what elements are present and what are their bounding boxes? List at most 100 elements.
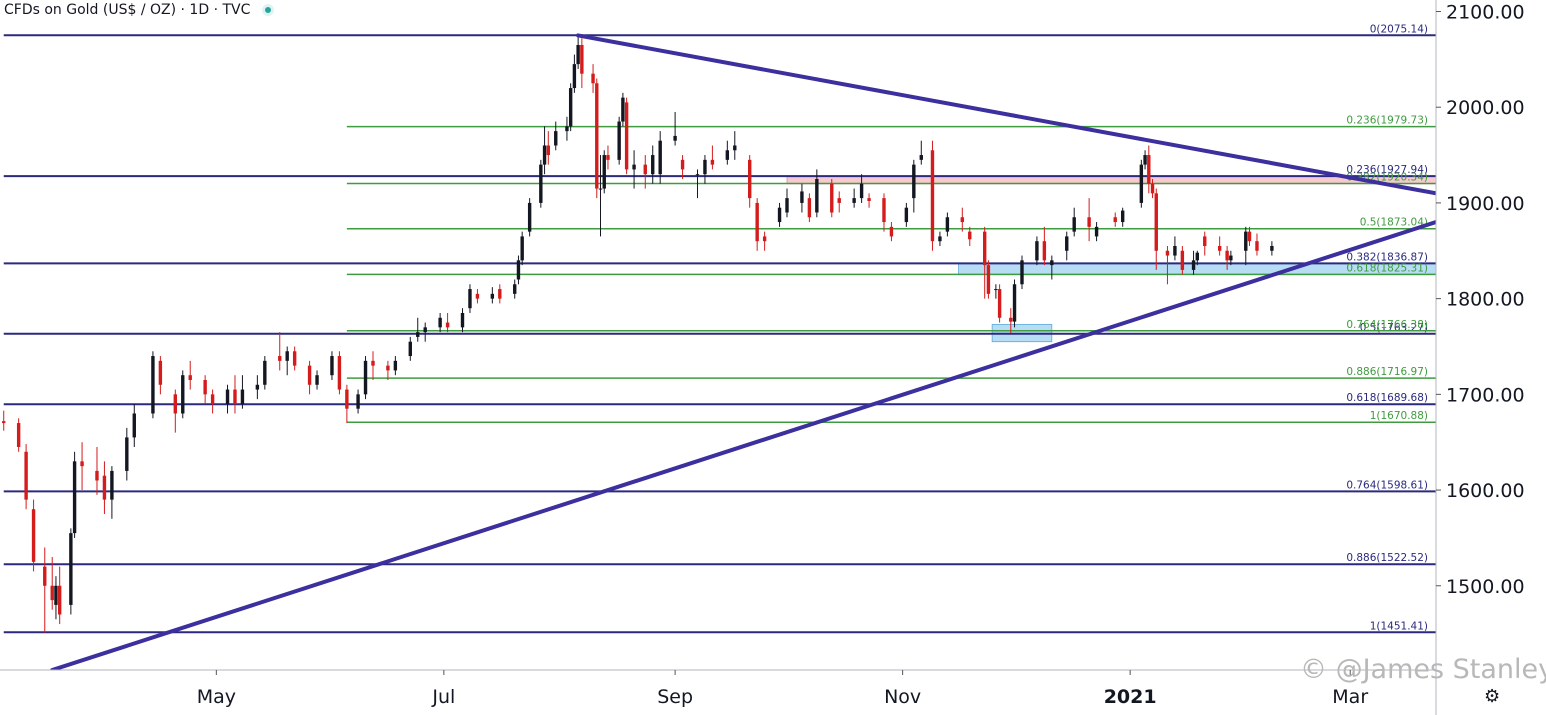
price-tick-label: 1700.00 [1446,384,1525,406]
candle-body [1165,250,1170,256]
candle-body [132,413,136,438]
candle-body [203,379,207,395]
candle-body [606,155,610,160]
fib-label: 0.618(1825.31) [1346,262,1428,274]
candle-body [513,284,517,294]
candle-body [1270,245,1274,251]
time-tick-label: Mar [1332,686,1368,708]
candle-body [520,236,524,261]
candle-body [576,44,580,65]
candle-body [24,451,28,500]
candle-body [1120,210,1125,223]
candle-body [516,260,521,280]
candle-body [1042,241,1047,261]
candle-body [1143,155,1147,165]
candle-body [762,236,767,242]
candle-body [889,226,894,237]
price-tick-label: 1500.00 [1446,576,1525,598]
gear-icon[interactable]: ⚙ [1484,686,1501,707]
candle-body [859,183,864,199]
candle-body [188,375,192,380]
candle-body [591,73,595,84]
candle-body [69,533,73,605]
trendline [576,33,1436,196]
symbol-title[interactable]: CFDs on Gold (US$ / OZ) · 1D · TVC [4,2,251,18]
time-tick-label: Sep [657,686,693,708]
candle-body [807,198,812,218]
candle-body [617,121,621,160]
candle-body [658,140,662,175]
candle-body [110,470,114,500]
candle-body [710,159,715,165]
price-tick-label: 2100.00 [1446,1,1525,23]
candle-body [1139,164,1144,203]
candle-body [1087,217,1091,227]
candle-body [363,360,368,395]
candle-body [912,164,916,199]
candle-body [1180,250,1185,270]
candle-body [904,207,909,223]
candle-body [1255,241,1259,251]
candle-body [733,145,737,151]
candle-body [960,217,965,223]
candle-body [31,509,36,562]
candle-body [830,183,834,213]
candle-body [852,198,856,203]
candle-body [57,585,62,615]
candle-body [490,293,495,299]
candle-body [181,375,185,414]
candle-body [337,356,342,390]
candle-body [95,470,99,481]
candle-body [173,394,178,414]
candle-body [938,236,942,242]
time-tick-label: Nov [884,686,921,708]
fib-label: 0.618(1689.68) [1346,392,1428,404]
candle-body [1150,183,1155,194]
candle-body [125,437,129,471]
candle-body [997,289,1002,318]
candle-body [423,327,427,333]
candle-body [1203,236,1207,246]
candle-body [982,231,987,266]
candle-body [1072,217,1076,232]
candle-body [292,351,297,366]
candle-body [72,461,77,534]
candle-body [102,475,107,500]
candle-body [1009,317,1013,322]
fib-label: 0.886(1716.97) [1346,366,1428,378]
candle-body [919,155,923,160]
candle-body [800,191,804,203]
fib-label: 0.886(1522.52) [1346,552,1428,564]
candle-body [595,83,599,189]
fib-label: 0.236(1927.94) [1346,164,1428,176]
fib-label: 0.5(1873.04) [1360,217,1428,229]
candle-body [263,360,267,385]
trendline [50,220,1436,670]
candle-body [54,585,58,605]
candle-body [568,88,573,127]
candle-body [748,159,752,199]
candle-body [1050,260,1054,266]
candle-body [621,97,625,122]
fib-label: 0.382(1836.87) [1346,251,1428,263]
candle-body [330,356,334,376]
candle-body [255,384,260,390]
candle-body [546,145,550,156]
candle-body [572,64,577,89]
price-tick-label: 1900.00 [1446,193,1525,215]
candle-body [1035,241,1039,261]
candle-body [632,164,636,170]
candle-body [1195,252,1199,261]
candle-body [527,202,532,232]
candle-body [624,102,629,170]
candle-body [725,150,730,160]
candle-body [408,341,412,357]
candle-body [16,423,21,447]
fib-label: 1(1451.41) [1370,620,1428,632]
candle-body [43,566,47,586]
candle-body [1094,226,1099,237]
candle-body [233,389,237,404]
candle-body [225,389,230,404]
price-tick-label: 1600.00 [1446,480,1525,502]
